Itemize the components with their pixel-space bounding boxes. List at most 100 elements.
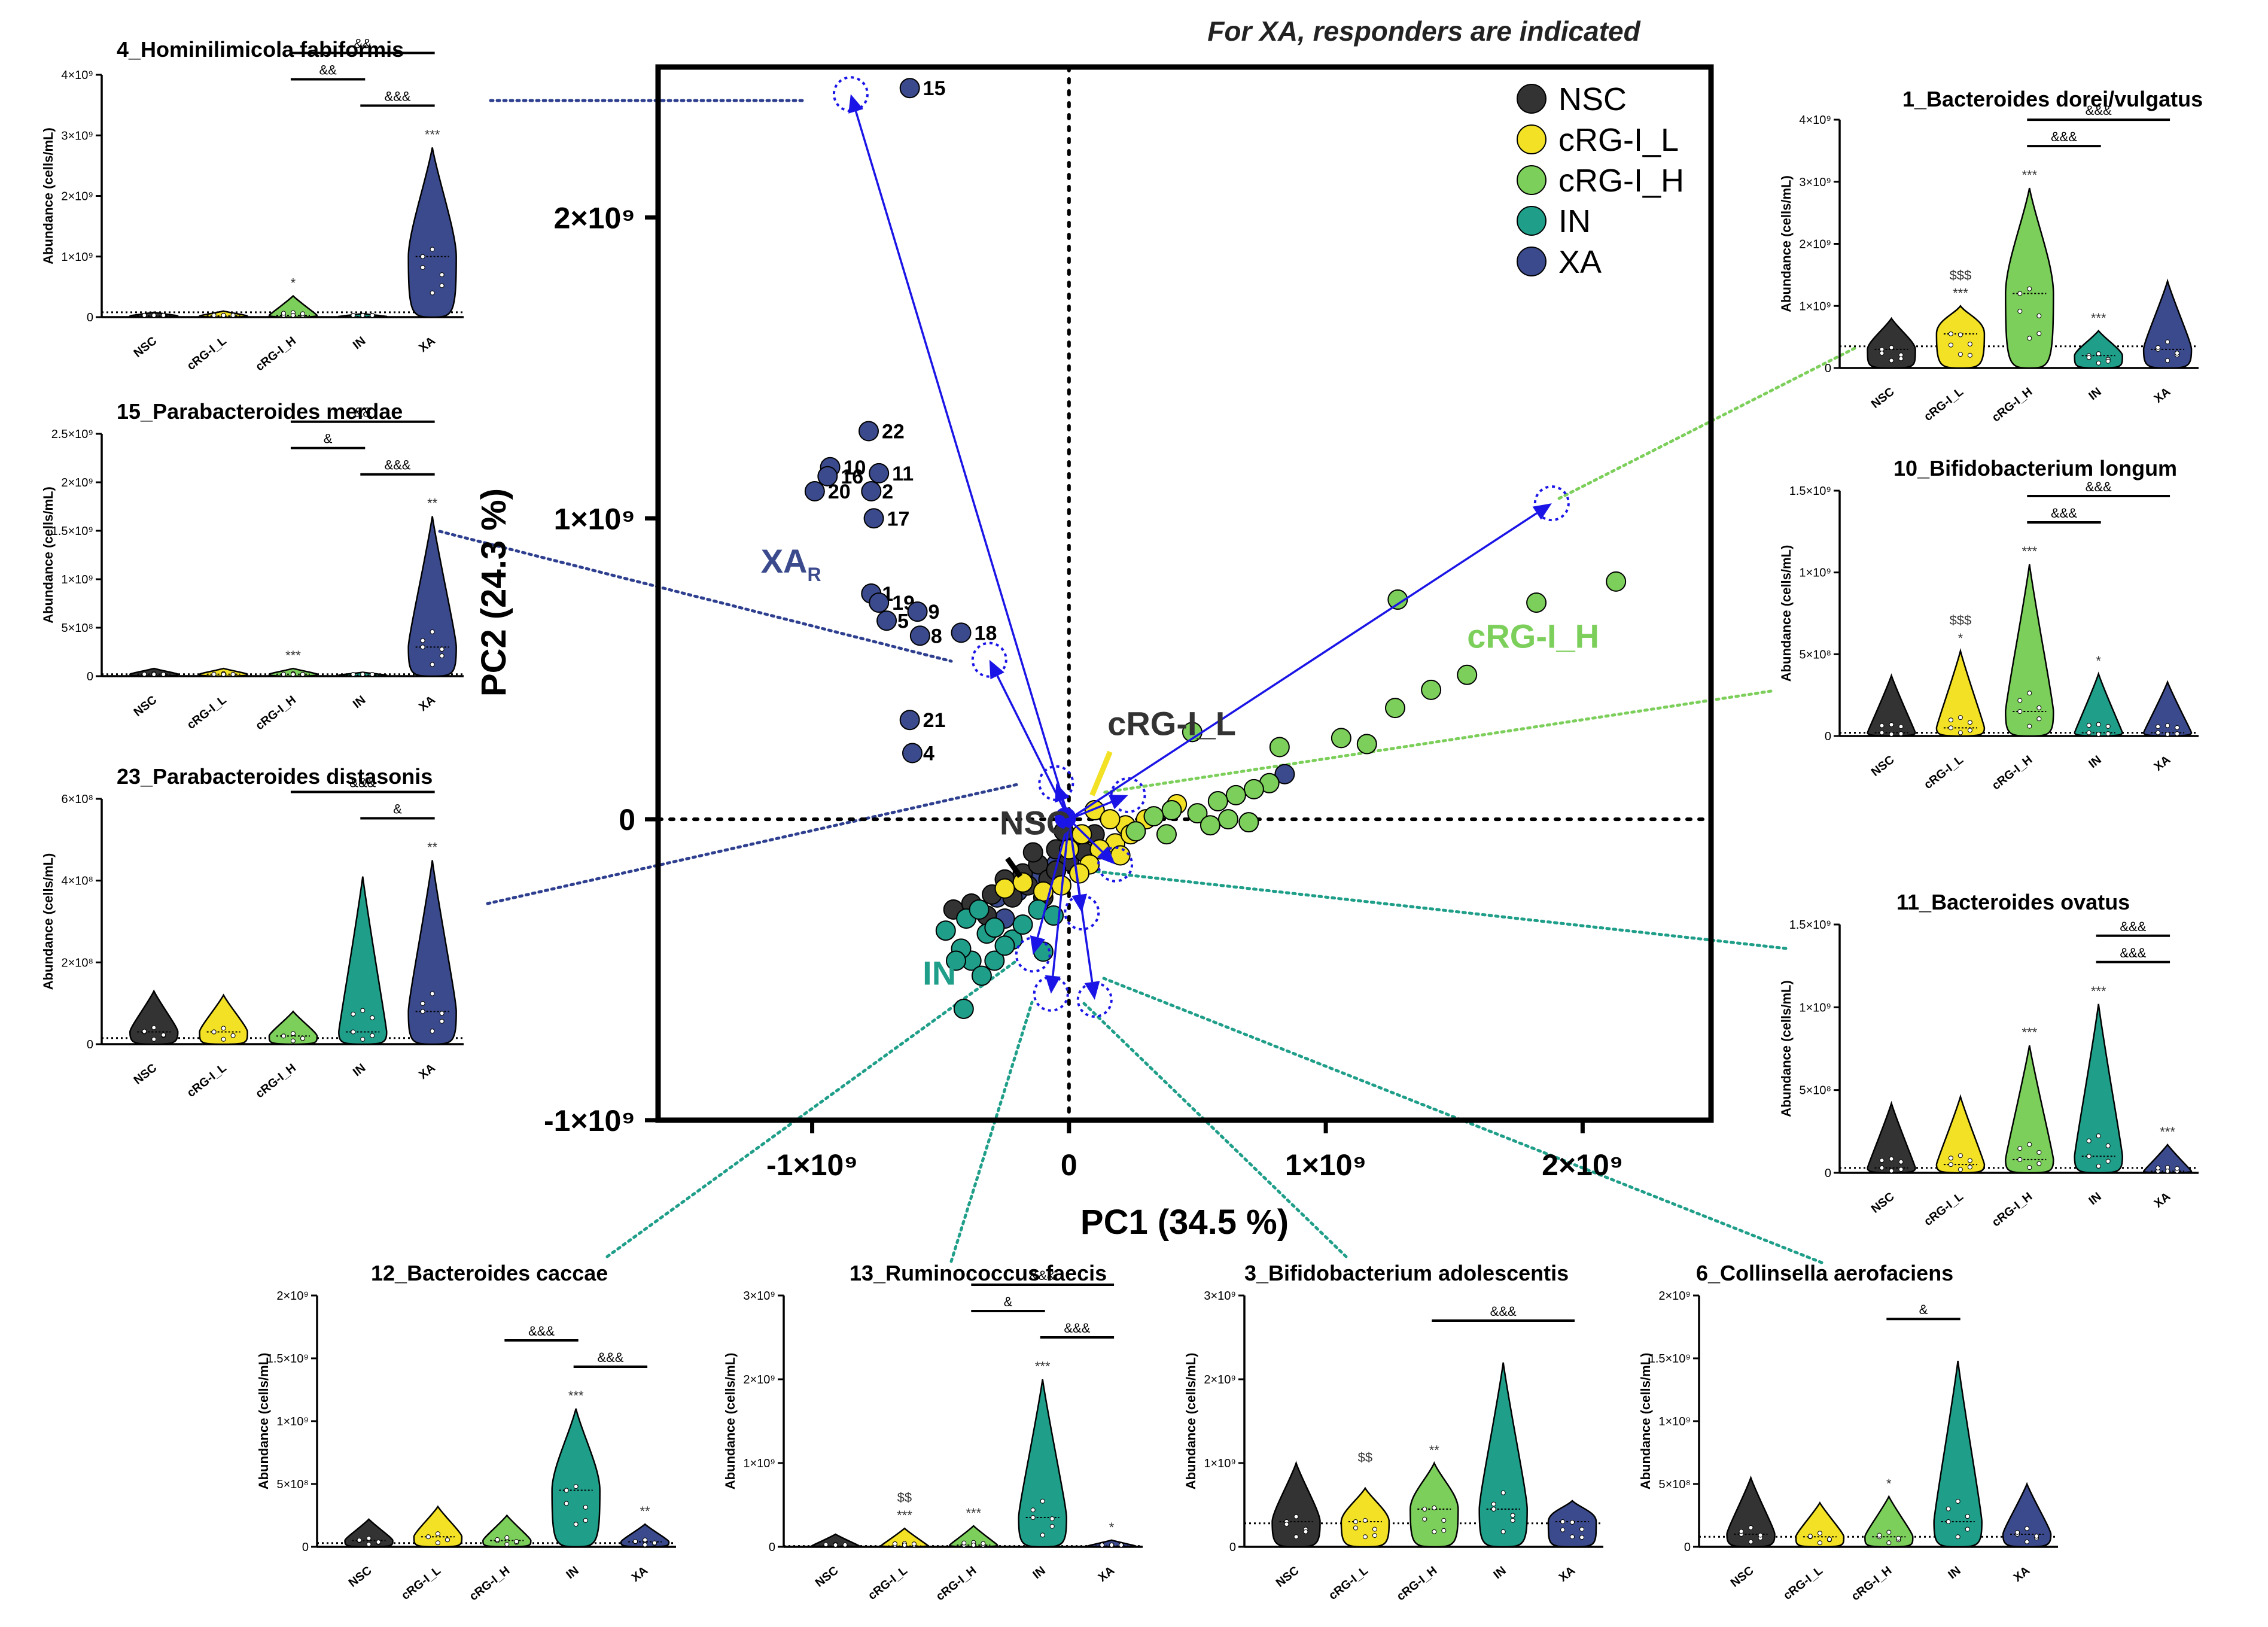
violin-sample-dot — [2175, 725, 2180, 730]
violin-x-tick-label: cRG-I_L — [1922, 753, 1966, 792]
violin-sample-dot — [1898, 356, 1904, 361]
violin-sample-dot — [504, 1535, 510, 1540]
pca-point-XA — [902, 743, 923, 764]
violin-y-tick-label: 4×10⁸ — [62, 875, 94, 888]
violin-sample-dot — [2015, 1529, 2020, 1535]
pca-point-XA — [1274, 764, 1295, 784]
violin-sample-dot — [1948, 331, 1953, 336]
pca-point-label: 5 — [897, 610, 909, 632]
violin-sample-dot — [1284, 1522, 1289, 1527]
violin-x-tick-label: IN — [2086, 1190, 2103, 1208]
violin-sample-dot — [1441, 1528, 1447, 1533]
violin-y-axis-title: Abundance (cells/mL) — [1779, 175, 1794, 312]
violin-sample-dot — [281, 1033, 286, 1039]
legend-marker-cRG-I_L — [1517, 124, 1546, 154]
violin-x-tick-label: XA — [1557, 1564, 1578, 1585]
violin-comparison-label: &&& — [349, 776, 376, 790]
violin-title: 11_Bacteroides ovatus — [1896, 890, 2130, 914]
violin-comparison-label: &&& — [1030, 1268, 1056, 1283]
violin-sample-dot — [281, 311, 286, 316]
violin-sample-dot — [1362, 1517, 1368, 1523]
violin-sample-dot — [1491, 1501, 1496, 1507]
violin-shape-NSC — [1867, 1100, 1916, 1174]
violin-significance-stars: * — [2096, 653, 2101, 668]
violin-y-tick-label: 0 — [1825, 730, 1831, 743]
violin-sample-dot — [961, 1540, 967, 1546]
crgl-pointer-line — [1089, 750, 1113, 796]
violin-sample-dot — [1967, 728, 1972, 733]
violin-sample-dot — [842, 1542, 848, 1547]
vector-origin-cluster — [1054, 807, 1076, 829]
pca-point-cRG-I_H — [1243, 778, 1264, 799]
violin-significance-stars: *** — [2160, 1124, 2175, 1139]
violin-panel-3: 3_Bifidobacterium adolescentis 0 1×10⁹ 2×10… — [1183, 1261, 1603, 1604]
violin-y-axis-title: Abundance (cells/mL) — [1779, 545, 1794, 682]
loading-vector-arrowhead — [1045, 975, 1061, 994]
violin-x-tick-label: XA — [629, 1564, 650, 1585]
violin-panel-11: 11_Bacteroides ovatus 0 5×10⁸ 1×10⁹ 1.5×10⁹ A… — [1779, 890, 2199, 1230]
violin-sample-dot — [151, 672, 157, 677]
violin-y-tick-label: 0 — [769, 1541, 775, 1554]
loading-vector-line — [854, 111, 1070, 820]
violin-title: 10_Bifidobacterium longum — [1893, 456, 2177, 481]
leader-line-13 — [949, 1000, 1034, 1263]
violin-sample-dot — [161, 672, 166, 677]
violin-comparison-label: &&& — [597, 1350, 623, 1365]
violin-y-tick-label: 1×10⁹ — [61, 251, 93, 264]
pca-y-tick-label: -1×10⁹ — [544, 1104, 635, 1138]
violin-sample-dot — [439, 1011, 445, 1016]
violin-sample-dot — [2086, 355, 2092, 360]
violin-y-axis-title: Abundance (cells/mL) — [1638, 1353, 1653, 1490]
violin-y-tick-label: 1×10⁹ — [1204, 1457, 1236, 1470]
violin-y-tick-label: 0 — [1684, 1541, 1691, 1554]
pca-point-cRG-I_L — [1100, 809, 1121, 830]
violin-x-tick-label: NSC — [1274, 1564, 1302, 1590]
violin-title: 1_Bacteroides dorei/vulgatus — [1902, 87, 2203, 111]
loading-vector-arrowhead — [1071, 893, 1088, 913]
violin-sample-dot — [1362, 1534, 1368, 1540]
violin-sample-dot — [1739, 1529, 1744, 1534]
violin-sample-dot — [1049, 1516, 1055, 1522]
violin-sample-dot — [1570, 1520, 1575, 1525]
loading-vector-arrowhead — [1108, 795, 1128, 810]
violin-sample-dot — [430, 247, 435, 252]
violin-significance-stars: *** — [2091, 311, 2106, 326]
violin-significance-stars: *** — [2022, 544, 2037, 559]
loading-vector-arrowhead — [989, 659, 1004, 680]
violin-y-tick-label: 1.5×10⁹ — [1789, 919, 1831, 932]
violin-x-tick-label: IN — [1946, 1564, 1963, 1582]
violin-sample-dot — [1817, 1540, 1822, 1546]
violin-sample-dot — [151, 1036, 157, 1042]
violin-sample-dot — [1958, 352, 1963, 357]
violin-x-tick-label: cRG-I_L — [399, 1564, 443, 1603]
violin-y-tick-label: 0 — [302, 1541, 309, 1554]
violin-sample-dot — [911, 1541, 917, 1547]
violin-sample-dot — [971, 1543, 976, 1547]
pca-point-IN — [984, 950, 1005, 971]
violin-y-tick-label: 1×10⁹ — [61, 573, 93, 586]
violin-comparison-label: &&& — [2086, 103, 2112, 118]
violin-shape-cRG-I_H — [2005, 1045, 2054, 1174]
pca-point-label: 2 — [882, 481, 893, 503]
violin-sample-dot — [351, 1029, 356, 1035]
pca-point-cRG-I_L — [1069, 863, 1089, 884]
violin-y-tick-label: 1×10⁹ — [1799, 300, 1831, 313]
violin-sample-dot — [420, 264, 425, 270]
pca-loading-vectors — [832, 76, 1570, 1018]
violin-y-tick-label: 0 — [1825, 362, 1831, 375]
violin-shape-cRG-I_H — [2005, 564, 2054, 737]
violin-x-tick-label: cRG-I_H — [1990, 753, 2035, 793]
violin-x-tick-label: cRG-I_L — [1781, 1564, 1825, 1603]
violin-x-tick-label: cRG-I_H — [1849, 1564, 1895, 1604]
violin-y-tick-label: 3×10⁹ — [61, 129, 93, 142]
violin-sample-dot — [573, 1484, 579, 1489]
violin-y-axis-title: Abundance (cells/mL) — [41, 486, 56, 624]
pca-y-tick-label: 0 — [619, 803, 635, 837]
leader-line-15 — [438, 530, 953, 663]
violin-shape-cRG-I_L — [199, 993, 248, 1045]
violin-sample-dot — [1109, 1543, 1115, 1547]
pca-point-cRG-I_H — [1269, 737, 1290, 758]
violin-sample-dot — [1303, 1529, 1308, 1534]
violin-x-tick-label: NSC — [1869, 385, 1897, 411]
